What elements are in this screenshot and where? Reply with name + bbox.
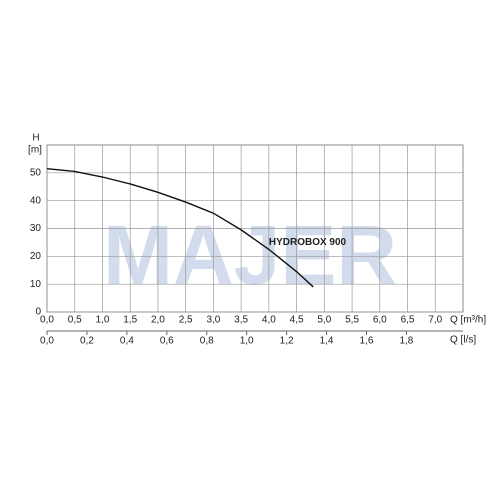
x2-tick-label: 0,2 <box>80 336 94 347</box>
x-tick-label: 6,0 <box>373 315 387 326</box>
x2-tick-label: 1,4 <box>320 336 334 347</box>
watermark: MAJER <box>103 208 397 302</box>
x-tick-label: 1,5 <box>123 315 137 326</box>
y-tick-label: 0 <box>35 307 41 318</box>
x2-tick-label: 1,6 <box>360 336 374 347</box>
y-axis-label: H <box>32 133 39 144</box>
y-tick-label: 30 <box>30 223 42 234</box>
y-tick-label: 10 <box>30 279 42 290</box>
x2-tick-label: 1,2 <box>280 336 294 347</box>
x-tick-label: 6,5 <box>401 315 415 326</box>
x2-tick-label: 1,0 <box>240 336 254 347</box>
curve <box>46 167 314 288</box>
y-tick-label: 20 <box>30 251 42 262</box>
x-tick-label: 0,0 <box>40 315 54 326</box>
x2-tick-label: 1,8 <box>399 336 413 347</box>
x-tick-label: 2,5 <box>179 315 193 326</box>
x-tick-label: 5,5 <box>345 315 359 326</box>
x-tick-label: 4,0 <box>262 315 276 326</box>
x2-tick-label: 0,6 <box>160 336 174 347</box>
x2-tick-label: 0,4 <box>120 336 134 347</box>
x-tick-label: 3,5 <box>234 315 248 326</box>
x-tick-label: 2,0 <box>151 315 165 326</box>
x2-axis-label: Q [l/s] <box>450 335 476 346</box>
x-tick-label: 5,0 <box>317 315 331 326</box>
curve-label: HYDROBOX 900 <box>269 237 347 248</box>
x-tick-label: 0,5 <box>68 315 82 326</box>
x-tick-label: 4,5 <box>290 315 304 326</box>
y-tick-label: 50 <box>30 167 42 178</box>
x-tick-label: 7,0 <box>428 315 442 326</box>
y-axis-unit: [m] <box>28 145 42 156</box>
x2-tick-label: 0,8 <box>200 336 214 347</box>
y-tick-label: 40 <box>30 195 42 206</box>
x-tick-label: 1,0 <box>96 315 110 326</box>
x-axis-label: Q [m³/h] <box>450 315 486 326</box>
x-tick-label: 3,0 <box>206 315 220 326</box>
x2-tick-label: 0,0 <box>40 336 54 347</box>
